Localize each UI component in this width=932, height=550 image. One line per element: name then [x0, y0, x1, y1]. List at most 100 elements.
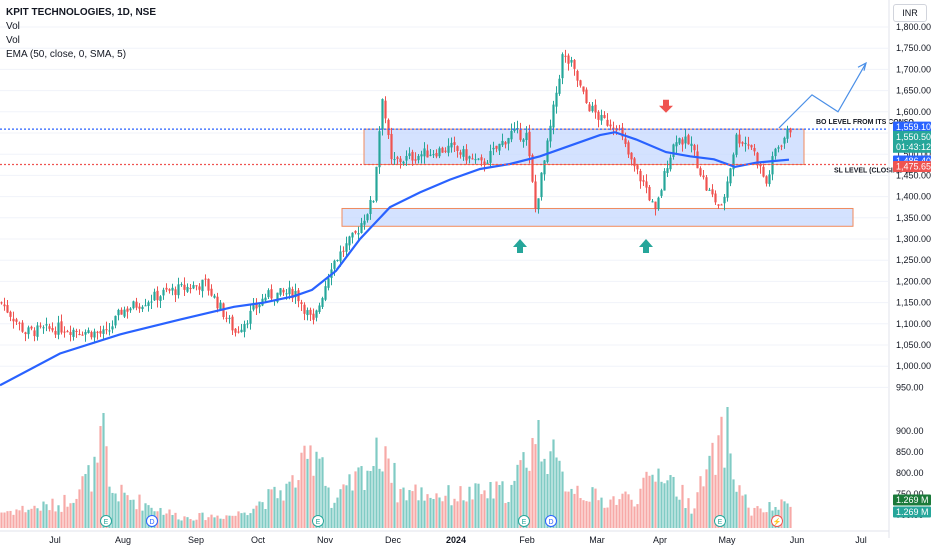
volume-bar — [546, 473, 549, 528]
candle-body — [576, 70, 579, 81]
candle-body — [768, 174, 771, 185]
price-tick-label: 950.00 — [896, 382, 924, 392]
volume-bar — [396, 502, 399, 528]
volume-bar — [642, 477, 645, 528]
candle-body — [336, 260, 339, 262]
volume-bar — [282, 500, 285, 528]
candle-body — [564, 55, 567, 57]
zone-lower — [341, 207, 854, 227]
legend-vol-2[interactable]: Vol — [6, 35, 20, 46]
candle-body — [102, 329, 105, 334]
candle-body — [543, 160, 546, 175]
candle-body — [636, 165, 639, 170]
volume-bar — [18, 510, 21, 528]
candle-body — [132, 301, 135, 309]
currency-button[interactable]: INR — [893, 4, 927, 22]
candle-body — [420, 154, 423, 157]
volume-bar — [498, 484, 501, 528]
candle-body — [609, 124, 612, 127]
volume-bar — [651, 474, 654, 528]
volume-bar — [111, 492, 114, 528]
volume-bar — [15, 509, 18, 528]
volume-bar — [96, 462, 99, 528]
candle-body — [585, 89, 588, 104]
candle-body — [453, 142, 456, 145]
volume-bar — [720, 416, 723, 528]
volume-bar — [480, 494, 483, 528]
candle-body — [24, 332, 27, 335]
volume-bar — [531, 437, 534, 528]
candle-body — [738, 134, 741, 144]
volume-bar — [321, 457, 324, 528]
marker-circle — [771, 515, 783, 527]
price-axis[interactable]: 950.00 1,000.00 1,050.00 1,100.00 1,150.00 1,… — [888, 0, 931, 538]
candle-body — [450, 142, 453, 148]
volume-bar — [423, 500, 426, 528]
candle-body — [531, 155, 534, 182]
volume-bar — [465, 501, 468, 528]
volume-bar — [675, 496, 678, 528]
candle-body — [657, 197, 660, 209]
candle-body — [690, 143, 693, 146]
legend-ema[interactable]: EMA (50, close, 0, SMA, 5) — [6, 49, 127, 60]
sl-level-tag: 1,475.65 — [896, 162, 931, 172]
marker-letter: E — [104, 519, 109, 526]
close-price-tag: 1,550.50 — [896, 132, 931, 142]
candle-body — [237, 331, 240, 333]
candle-body — [105, 329, 108, 331]
candle-body — [69, 331, 72, 335]
volume-bar — [294, 487, 297, 528]
candle-body — [243, 324, 246, 332]
volume-bar — [654, 481, 657, 528]
candle-body — [423, 148, 426, 157]
volume-bar — [264, 509, 267, 528]
candle-body — [204, 278, 207, 280]
time-tick-label: Apr — [653, 535, 667, 545]
volume-bar — [411, 491, 414, 528]
time-axis[interactable]: Jul Aug Sep Oct Nov Dec 2024 Feb Mar Apr May Jun Jul — [0, 530, 889, 545]
volume-bar — [57, 505, 60, 528]
volume-bar — [594, 488, 597, 528]
symbol-title[interactable]: KPIT TECHNOLOGIES, 1D, NSE — [6, 7, 157, 18]
volume-bar — [270, 489, 273, 528]
candle-body — [357, 233, 360, 235]
candle-body — [147, 302, 150, 306]
candle-body — [678, 138, 681, 144]
time-tick-label: Feb — [519, 535, 535, 545]
candle-body — [264, 297, 267, 301]
time-tick-label: Aug — [115, 535, 131, 545]
candle-body — [210, 288, 213, 296]
candle-body — [387, 119, 390, 136]
candle-body — [492, 147, 495, 150]
volume-tag-1: 1.269 M — [896, 495, 929, 505]
legend-vol-1[interactable]: Vol — [6, 21, 20, 32]
level-label: BO LEVEL FROM ITS CONSO — [816, 119, 914, 126]
marker-circle — [545, 515, 557, 527]
candle-body — [258, 304, 261, 308]
candle-body — [402, 161, 405, 164]
candle-body — [318, 305, 321, 312]
volume-bar — [588, 501, 591, 528]
volume-bar — [474, 483, 477, 528]
volume-bar — [384, 446, 387, 528]
candle-body — [372, 201, 375, 203]
marker-letter: D — [548, 519, 553, 526]
candle-body — [207, 278, 210, 291]
price-tick-label: 1,300.00 — [896, 234, 931, 244]
candle-body — [459, 152, 462, 155]
volume-bar — [402, 487, 405, 528]
volume-bar — [726, 407, 729, 528]
volume-bar — [468, 486, 471, 528]
marker-circle — [146, 515, 158, 527]
volume-bar — [666, 480, 669, 528]
candle-body — [540, 172, 543, 198]
volume-bar — [516, 464, 519, 528]
candle-body — [504, 142, 507, 145]
volume-bar — [246, 515, 249, 528]
candle-body — [114, 315, 117, 326]
volume-bar — [9, 510, 12, 528]
volume-bar — [354, 471, 357, 528]
ema-line — [0, 131, 790, 387]
candle-body — [699, 168, 702, 176]
